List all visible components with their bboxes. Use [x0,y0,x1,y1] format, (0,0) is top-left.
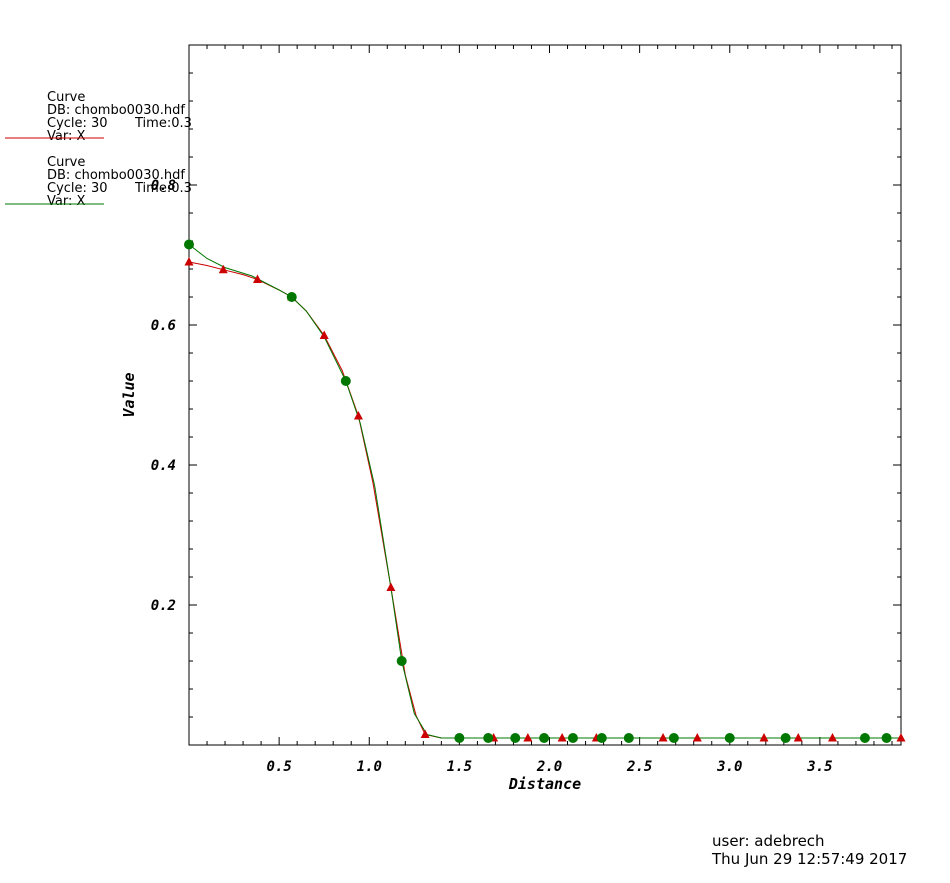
tick-labels: 0.5 1.0 1.5 2.0 2.5 3.0 3.5 0.2 0.4 0.6 0.8 [151,178,833,775]
x-tick-label: 0.5 [266,759,291,775]
legend-2-label: Curve [47,155,85,170]
series-2-marker [454,733,465,743]
y-axis-title: Value [120,372,138,417]
x-tick-label: 1.0 [357,759,382,775]
series-2-marker [623,733,634,743]
timestamp: Thu Jun 29 12:57:49 2017 [711,850,907,868]
series-2-marker [483,733,494,743]
series-2-marker [510,733,521,743]
series-1-marker [759,733,769,742]
series-1-marker [692,733,702,742]
user-name: user: adebrech [712,832,825,850]
series-line-1 [188,261,901,739]
x-tick-label: 1.5 [447,759,472,775]
x-tick-label: 2.5 [626,759,652,775]
y-tick-label: 0.4 [151,458,176,474]
series-2-marker [340,376,351,386]
series-1-marker [420,729,430,738]
x-tick-label: 2.0 [536,759,562,775]
series-2-marker [596,733,607,743]
x-tick-label: 3.0 [716,759,742,775]
legend-entry-1: Curve DB: chombo0030.hdf Cycle: 30 Time:… [5,90,192,144]
series-2-marker [859,733,870,743]
legend-1-label: Curve [47,90,85,105]
series-1-marker [793,733,803,742]
series-2-marker [396,656,407,666]
legend-2-time: Time:0.3 [134,181,192,196]
series-1-marker [828,733,838,742]
plot-frame [188,44,902,746]
series-1-marker [218,264,228,274]
series-1-marker [184,257,194,266]
x-axis-title: Distance [508,775,581,793]
series-1-marker [319,330,329,339]
series-1-marker [252,274,262,283]
series-2-marker [881,733,892,743]
legend-1-cycle: Cycle: 30 [47,116,108,131]
y-tick-label: 0.6 [151,318,176,334]
series-1-marker [557,733,567,742]
series-2-marker [668,733,679,743]
series-1-marker [523,733,533,742]
series-2-marker [567,733,578,743]
y-tick-label: 0.8 [151,178,176,194]
x-tick-label: 3.5 [806,759,832,775]
legend-1-time: Time:0.3 [134,116,192,131]
series-2-marker [184,239,194,250]
series-line-2 [188,244,901,739]
series-layer [184,239,906,743]
legend-1-var: Var: X [47,129,85,144]
series-1-marker [386,582,396,591]
y-tick-label: 0.2 [151,598,176,614]
legend-2-db: DB: chombo0030.hdf [47,168,185,183]
series-2-marker [780,733,791,743]
legend-entry-2: Curve DB: chombo0030.hdf Cycle: 30 Time:… [5,155,192,209]
legend-1-db: DB: chombo0030.hdf [47,103,185,118]
axis-ticks [189,45,901,745]
series-2-marker [539,733,550,743]
series-1-marker [658,733,668,742]
legend-2-var: Var: X [47,194,85,209]
legend-2-cycle: Cycle: 30 [47,181,108,196]
series-2-marker [286,292,297,302]
series-2-marker [724,733,735,743]
series-1-marker [896,733,906,742]
series-1-marker [353,411,363,420]
